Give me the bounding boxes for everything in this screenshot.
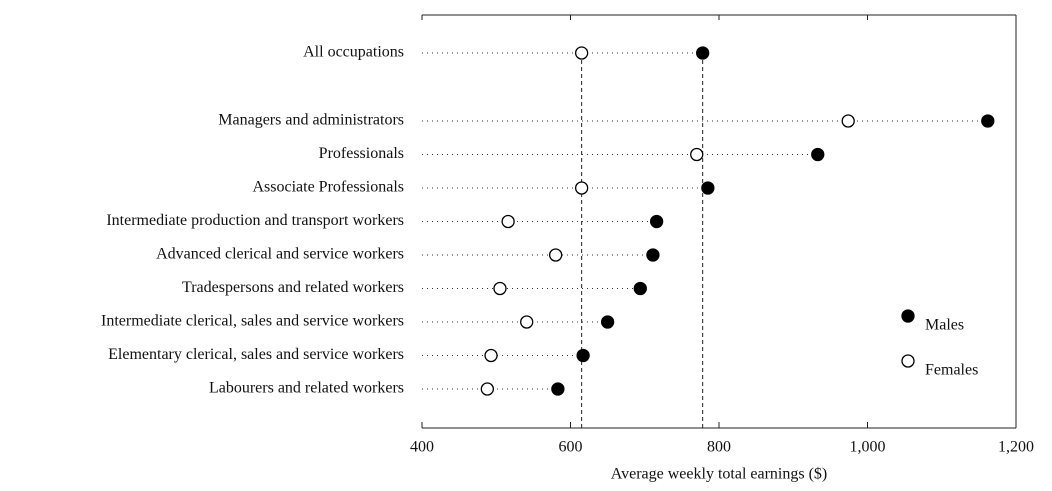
dot: [574, 181, 589, 195]
dot: [520, 315, 534, 329]
legend-marker: [901, 354, 915, 368]
y-tick-label: Managers and administrators: [218, 112, 404, 129]
dot: [576, 348, 590, 363]
dot: [549, 248, 563, 262]
dot: [701, 181, 715, 195]
dot: [501, 214, 515, 229]
y-tick-label: Advanced clerical and service workers: [156, 246, 404, 263]
y-tick-label: Associate Professionals: [252, 179, 404, 196]
y-tick-label: Tradespersons and related workers: [182, 279, 404, 296]
dot: [649, 214, 664, 229]
dot: [574, 46, 589, 60]
x-tick-label: 400: [410, 439, 434, 456]
dot: [841, 114, 855, 128]
x-tick-label: 800: [707, 439, 731, 456]
dot: [480, 382, 494, 396]
dot: [690, 147, 704, 162]
dot: [551, 382, 565, 396]
dot: [493, 281, 507, 296]
dot: [696, 46, 710, 60]
y-tick-label: Elementary clerical, sales and service w…: [108, 346, 404, 363]
legend-marker: [901, 309, 915, 323]
dot: [600, 315, 615, 329]
y-tick-label: Professionals: [319, 145, 404, 162]
legend-label: Males: [925, 317, 964, 334]
legend-label: Females: [925, 362, 978, 379]
x-tick-label: 600: [559, 439, 583, 456]
x-tick-label: 1,000: [850, 439, 886, 456]
y-tick-label: All occupations: [303, 44, 404, 61]
dot: [981, 114, 995, 128]
dot: [646, 248, 660, 262]
dot: [811, 147, 825, 162]
dot: [633, 281, 647, 296]
x-axis-label: Average weekly total earnings ($): [611, 466, 828, 483]
y-tick-label: Intermediate production and transport wo…: [106, 212, 404, 229]
y-tick-label: Intermediate clerical, sales and service…: [101, 313, 404, 330]
y-tick-label: Labourers and related workers: [209, 380, 404, 397]
dot: [484, 348, 498, 363]
x-tick-label: 1,200: [998, 439, 1034, 456]
